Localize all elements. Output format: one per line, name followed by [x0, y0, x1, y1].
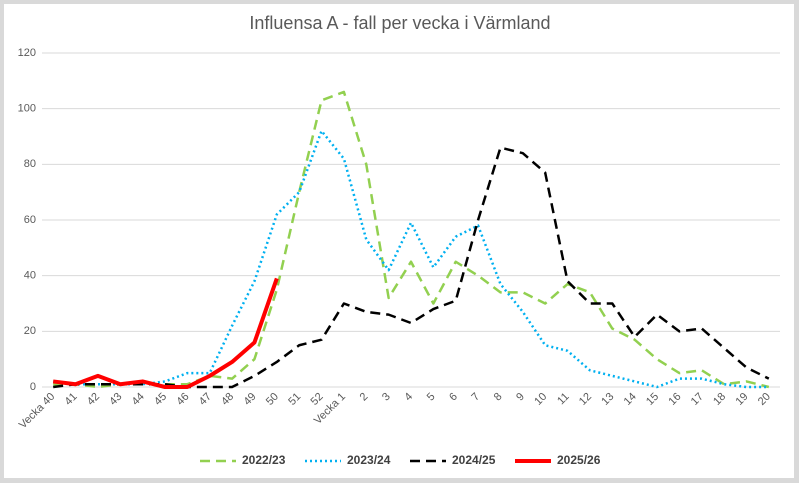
y-tick-label: 0	[30, 381, 36, 393]
y-tick-label: 100	[18, 103, 36, 115]
series-line	[52, 277, 279, 389]
legend-label: 2025/26	[557, 453, 601, 467]
chart-title: Influensa A - fall per vecka i Värmland	[249, 13, 550, 33]
series-line	[53, 129, 769, 389]
legend-label: 2024/25	[452, 453, 496, 467]
legend-label: 2022/23	[242, 453, 286, 467]
y-tick-label: 80	[24, 158, 36, 170]
y-tick-label: 20	[24, 325, 36, 337]
legend-label: 2023/24	[347, 453, 391, 467]
y-tick-label: 40	[24, 270, 36, 282]
chart-area	[4, 4, 794, 478]
y-tick-label: 60	[24, 214, 36, 226]
y-tick-label: 120	[18, 47, 36, 59]
